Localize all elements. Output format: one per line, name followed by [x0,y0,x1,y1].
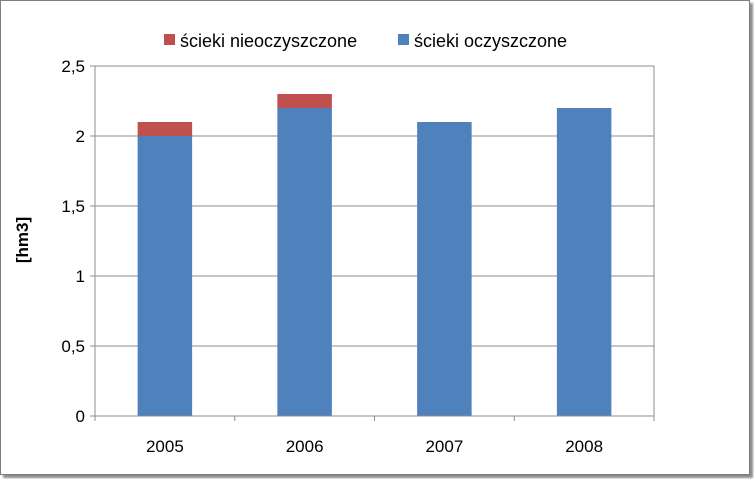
y-tick-label: 0 [76,407,85,426]
legend-swatch [398,34,409,45]
y-tick-label: 0,5 [61,337,85,356]
bars [137,94,612,416]
bar-treated-2008 [556,108,612,416]
bar-treated-2006 [277,108,332,416]
axes [90,65,655,421]
x-tick-label: 2005 [146,437,184,456]
bar-treated-2007 [417,122,472,416]
bar-untreated-2005 [137,122,193,136]
y-tick-label: 1,5 [61,197,85,216]
y-tick-label: 2,5 [61,57,85,76]
bar-untreated-2006 [277,94,332,108]
x-tick-label: 2007 [425,437,463,456]
bar-treated-2005 [137,136,193,416]
x-tick-label: 2006 [286,437,324,456]
legend-label: ścieki oczyszczone [414,31,567,51]
y-tick-labels: 0 0,5 1 1,5 2 2,5 [61,57,85,426]
legend: ścieki nieoczyszczone ścieki oczyszczone [164,31,567,51]
x-tick-labels: 2005 2006 2007 2008 [146,437,603,456]
y-axis-label: [hm3] [13,217,32,263]
y-tick-label: 1 [76,267,85,286]
legend-swatch [164,34,175,45]
x-tick-label: 2008 [565,437,603,456]
legend-label: ścieki nieoczyszczone [180,31,357,51]
y-tick-label: 2 [76,127,85,146]
